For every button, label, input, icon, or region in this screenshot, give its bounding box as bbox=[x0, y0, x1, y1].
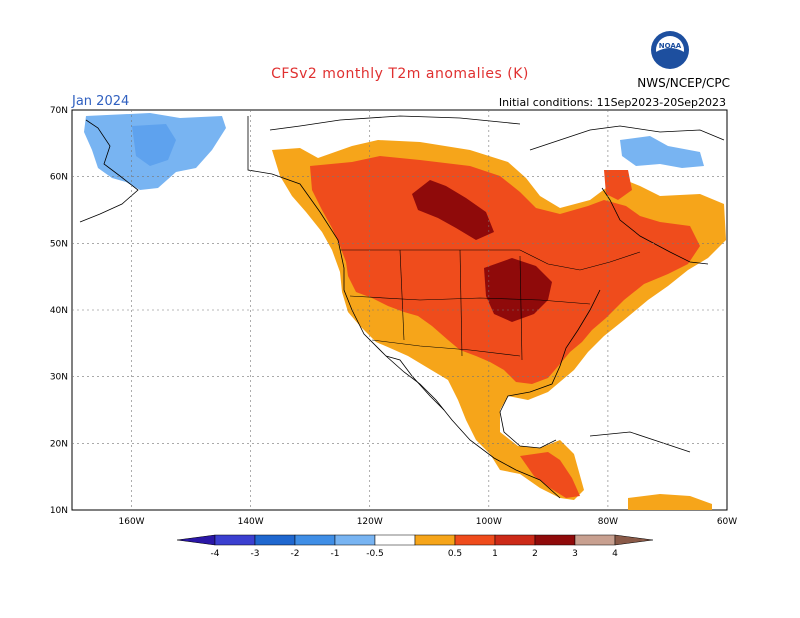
colorbar-tick-label: -4 bbox=[211, 549, 220, 559]
graticule bbox=[72, 110, 727, 510]
lat-label: 30N bbox=[50, 373, 68, 383]
colorbar-arrow-left bbox=[176, 534, 216, 546]
agency-label: NWS/NCEP/CPC bbox=[637, 76, 730, 90]
lon-label: 100W bbox=[476, 517, 502, 527]
lat-label: 70N bbox=[50, 106, 68, 116]
lat-label: 10N bbox=[50, 506, 68, 516]
lat-label: 40N bbox=[50, 306, 68, 316]
colorbar-swatch bbox=[334, 534, 376, 546]
forecast-month: Jan 2024 bbox=[72, 94, 130, 109]
political-borders bbox=[340, 249, 641, 361]
colorbar-swatch bbox=[534, 534, 576, 546]
noaa-logo-icon: NOAA bbox=[651, 31, 689, 69]
lon-label: 120W bbox=[357, 517, 383, 527]
colorbar-tick-label: -3 bbox=[251, 549, 260, 559]
colorbar-tick-label: 0.5 bbox=[448, 549, 462, 559]
colorbar-swatch bbox=[214, 534, 256, 546]
lon-label: 80W bbox=[598, 517, 618, 527]
lon-label: 140W bbox=[238, 517, 264, 527]
coastline bbox=[79, 115, 725, 499]
colorbar-tick-label: -1 bbox=[331, 549, 340, 559]
lat-label: 20N bbox=[50, 439, 68, 449]
colorbar-tick-label: -2 bbox=[291, 549, 300, 559]
colorbar-tick-label: 2 bbox=[532, 549, 538, 559]
colorbar-tick-label: 4 bbox=[612, 549, 618, 559]
longitude-labels: 160W 140W 120W 100W 80W 60W bbox=[119, 517, 738, 527]
colorbar: -4 -3 -2 -1 -0.5 0.5 1 2 3 4 bbox=[176, 534, 654, 559]
lon-label: 160W bbox=[119, 517, 145, 527]
colorbar-swatch bbox=[574, 534, 616, 546]
colorbar-tick-label: -0.5 bbox=[366, 549, 384, 559]
lat-label: 50N bbox=[50, 239, 68, 249]
cold-anomaly-alaska bbox=[84, 113, 226, 190]
colorbar-swatch bbox=[414, 534, 456, 546]
colorbar-swatch bbox=[374, 534, 416, 546]
colorbar-tick-label: 1 bbox=[492, 549, 498, 559]
warm-anomaly-level-3 bbox=[412, 180, 552, 322]
colorbar-swatch bbox=[454, 534, 496, 546]
initial-conditions: Initial conditions: 11Sep2023-20Sep2023 bbox=[498, 96, 726, 109]
lat-label: 60N bbox=[50, 173, 68, 183]
chart-title: CFSv2 monthly T2m anomalies (K) bbox=[271, 66, 529, 82]
colorbar-swatch bbox=[494, 534, 536, 546]
lon-label: 60W bbox=[717, 517, 737, 527]
colorbar-arrow-right bbox=[614, 534, 654, 546]
colorbar-swatch bbox=[254, 534, 296, 546]
colorbar-swatch bbox=[294, 534, 336, 546]
svg-text:NOAA: NOAA bbox=[659, 42, 682, 50]
cold-anomaly-east-canada bbox=[620, 136, 704, 168]
latitude-labels: 70N 60N 50N 40N 30N 20N 10N bbox=[50, 106, 68, 516]
colorbar-tick-label: 3 bbox=[572, 549, 578, 559]
